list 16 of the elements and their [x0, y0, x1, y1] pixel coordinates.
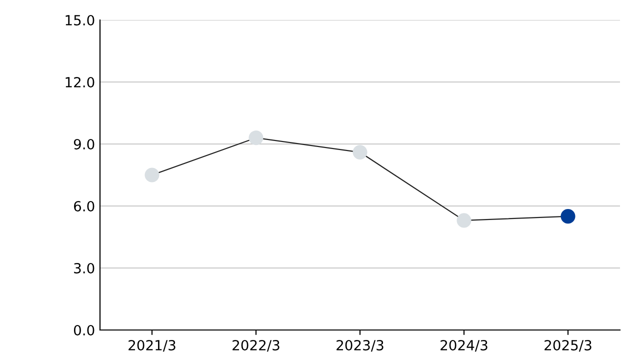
point — [248, 130, 264, 146]
x-tick-label: 2022/3 — [232, 340, 280, 352]
point — [560, 209, 576, 224]
x-tick-label: 2021/3 — [128, 340, 176, 352]
point — [456, 213, 472, 228]
y-tick-label: 3.0 — [74, 262, 94, 274]
y-tick-label: 12.0 — [66, 76, 94, 88]
y-tick-label: 9.0 — [74, 138, 94, 150]
point — [352, 144, 368, 160]
y-tick-label: 0.0 — [74, 324, 94, 336]
y-tick-label: 6.0 — [74, 200, 94, 212]
x-tick-label: 2024/3 — [440, 340, 488, 352]
point — [144, 168, 160, 182]
x-tick-label: 2023/3 — [336, 340, 384, 352]
y-tick-label: 15.0 — [66, 14, 94, 26]
x-tick-label: 2025/3 — [544, 340, 592, 352]
